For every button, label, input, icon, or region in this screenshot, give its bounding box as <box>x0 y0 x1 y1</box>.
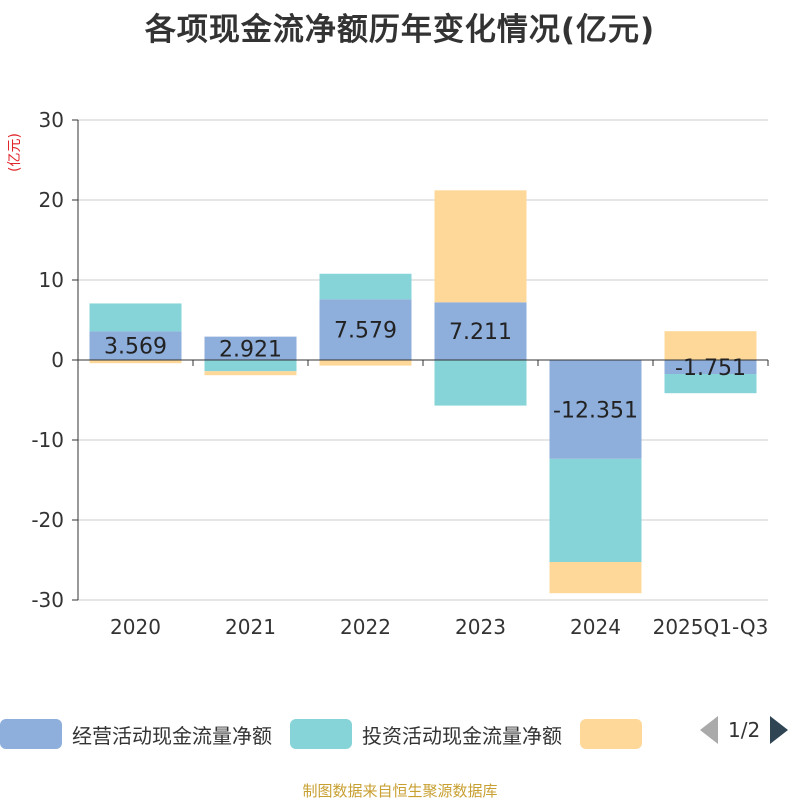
data-label: 2.921 <box>219 337 282 362</box>
legend: 经营活动现金流量净额 投资活动现金流量净额 <box>0 714 800 754</box>
bar-segment-series2 <box>664 331 757 360</box>
legend-swatch-financing <box>580 719 642 749</box>
legend-label-operating: 经营活动现金流量净额 <box>72 723 272 748</box>
legend-pager: 1/2 <box>700 716 789 744</box>
chart-title: 各项现金流净额历年变化情况(亿元) <box>144 12 656 48</box>
x-tick-label: 2021 <box>225 615 276 639</box>
x-tick-label: 2025Q1-Q3 <box>653 615 769 639</box>
bar-segment-series0 <box>204 336 297 360</box>
y-tick-label: -30 <box>31 588 64 612</box>
bar-segment-series0 <box>549 360 642 459</box>
bar-segment-series1 <box>664 374 757 394</box>
pager-prev-icon[interactable] <box>700 716 718 744</box>
y-tick-label: -20 <box>31 508 64 532</box>
y-tick-label: -10 <box>31 428 64 452</box>
legend-item-investing[interactable]: 投资活动现金流量净额 <box>290 719 562 749</box>
bar-segment-series2 <box>204 371 297 376</box>
bar-segment-series0 <box>434 302 527 360</box>
data-label: 7.579 <box>334 319 397 344</box>
x-tick-label: 2020 <box>110 615 161 639</box>
x-tick-label: 2024 <box>570 615 621 639</box>
legend-item-financing[interactable] <box>580 719 652 749</box>
bar-segment-series2 <box>434 190 527 303</box>
bar-segment-series1 <box>89 303 182 332</box>
bar-segment-series1 <box>319 273 412 300</box>
data-label: 7.211 <box>449 320 512 345</box>
pager-next-icon[interactable] <box>770 716 789 744</box>
bar-segment-series1 <box>204 360 297 372</box>
y-tick-label: 0 <box>51 348 64 372</box>
bar-segment-series0 <box>89 331 182 360</box>
bar-segment-series0 <box>319 299 412 360</box>
y-tick-label: 10 <box>39 268 64 292</box>
legend-item-operating[interactable]: 经营活动现金流量净额 <box>0 719 272 749</box>
y-tick-label: 20 <box>39 188 64 212</box>
bar-segment-series1 <box>549 458 642 563</box>
data-label: 3.569 <box>104 335 167 360</box>
x-tick-label: 2022 <box>340 615 391 639</box>
data-label: -12.351 <box>553 398 638 423</box>
data-source-note: 制图数据来自恒生聚源数据库 <box>302 782 498 800</box>
x-tick-label: 2023 <box>455 615 506 639</box>
bar-segment-series2 <box>549 562 642 594</box>
bar-segment-series1 <box>434 360 527 406</box>
pager-page-indicator: 1/2 <box>728 718 761 742</box>
bar-segment-series2 <box>89 360 182 364</box>
data-label: -1.751 <box>675 356 746 381</box>
legend-swatch-operating <box>0 719 62 749</box>
y-tick-label: 30 <box>39 108 64 132</box>
bar-segment-series2 <box>319 360 412 366</box>
bar-segment-series0 <box>664 360 757 375</box>
legend-label-investing: 投资活动现金流量净额 <box>362 723 562 748</box>
legend-swatch-investing <box>290 719 352 749</box>
stacked-bar-chart: 30 20 10 0 -10 -20 -30 3.569 2.921 7.579 7.211 -12.… <box>31 108 769 639</box>
